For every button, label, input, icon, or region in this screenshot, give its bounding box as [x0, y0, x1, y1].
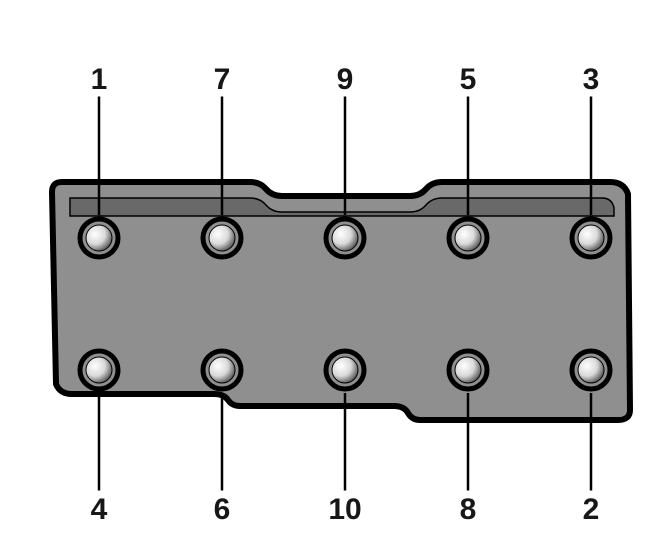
bolt-label-4: 4: [91, 493, 108, 527]
bolt-label-5: 5: [460, 63, 477, 97]
bolt-2: [572, 351, 610, 389]
bolt-label-10: 10: [328, 493, 361, 527]
bolt-label-1: 1: [91, 63, 108, 97]
bolt-8: [449, 351, 487, 389]
bolt-9: [326, 219, 364, 257]
bolt-6: [203, 351, 241, 389]
bolt-label-9: 9: [337, 63, 354, 97]
bolt-label-2: 2: [583, 493, 600, 527]
bolt-4: [80, 351, 118, 389]
bolt-5: [449, 219, 487, 257]
bolt-label-7: 7: [214, 63, 231, 97]
bolt-10: [326, 351, 364, 389]
bolt-3: [572, 219, 610, 257]
bolt-label-6: 6: [214, 493, 231, 527]
bolt-label-8: 8: [460, 493, 477, 527]
bolt-label-3: 3: [583, 63, 600, 97]
bolt-1: [80, 219, 118, 257]
bolt-7: [203, 219, 241, 257]
